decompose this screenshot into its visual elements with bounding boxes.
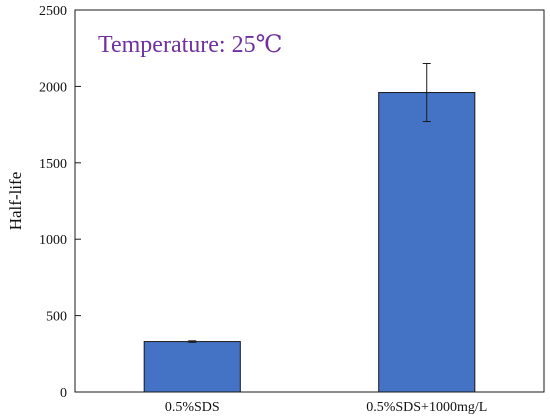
bars-group bbox=[143, 62, 476, 393]
y-tick-label: 1500 bbox=[39, 157, 67, 172]
x-axis: 0.5%SDS 0.5%SDS+1000mg/L bbox=[165, 400, 487, 415]
y-tick-label: 0 bbox=[60, 386, 67, 401]
plot-area bbox=[74, 9, 545, 393]
y-tick-label: 500 bbox=[46, 310, 67, 325]
category-label: 0.5%SDS bbox=[165, 400, 220, 415]
y-tick-label: 2000 bbox=[39, 80, 67, 95]
temperature-annotation: Temperature: 25℃ bbox=[98, 32, 282, 58]
y-tick-label: 2500 bbox=[39, 4, 67, 19]
y-tick-label: 1000 bbox=[39, 233, 67, 248]
y-axis: 0 500 1000 1500 2000 2500 bbox=[39, 4, 81, 401]
category-label: 0.5%SDS+1000mg/L bbox=[366, 400, 487, 415]
bar bbox=[378, 92, 476, 393]
bar bbox=[143, 341, 241, 393]
y-axis-label: Half-life bbox=[6, 172, 25, 231]
